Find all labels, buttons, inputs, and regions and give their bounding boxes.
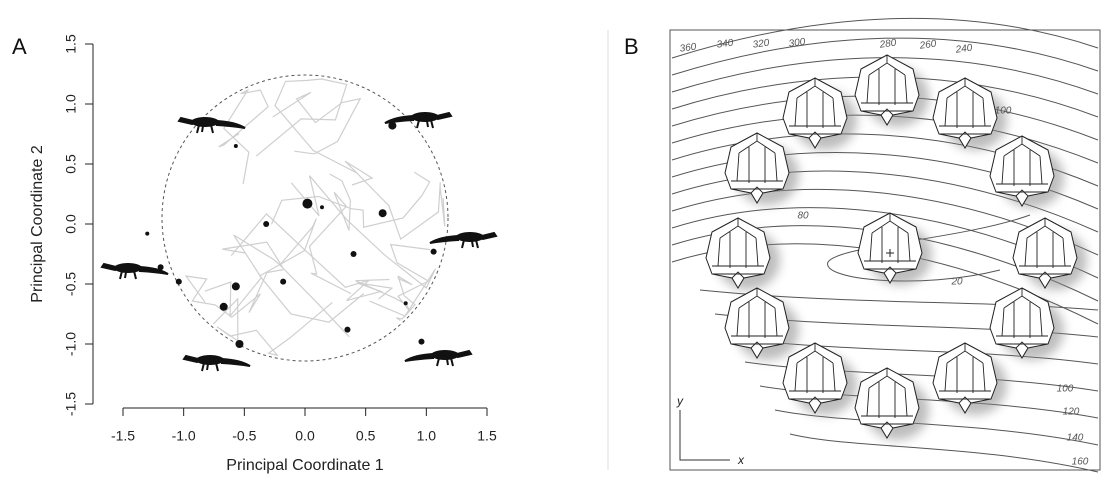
y-tick-label: 1.5 — [63, 34, 79, 54]
point — [145, 232, 149, 236]
point — [232, 282, 240, 290]
x-tick-label: 1.5 — [477, 428, 497, 444]
contour-label: 300 — [788, 36, 806, 49]
turtle-shell — [1013, 218, 1087, 290]
silhouette — [184, 355, 250, 371]
axes-glyph — [680, 410, 730, 460]
point — [235, 340, 243, 348]
turtle-shell — [990, 288, 1064, 360]
silhouette — [430, 232, 496, 248]
network-line — [345, 161, 445, 239]
point — [404, 301, 408, 305]
panel-label: A — [12, 34, 27, 59]
turtle-shell — [855, 55, 929, 127]
turtle-shell — [858, 213, 932, 285]
point — [344, 327, 350, 333]
contour-label: 240 — [954, 42, 973, 55]
contour-label: 320 — [752, 37, 770, 50]
x-tick-label: 0.5 — [356, 428, 376, 444]
point — [431, 249, 437, 255]
point — [234, 144, 238, 148]
panel-label: B — [624, 34, 639, 59]
contour-label: 160 — [1072, 457, 1089, 468]
network-line — [231, 214, 392, 301]
y-tick-label: 0.5 — [63, 154, 79, 174]
y-tick-label: -1.5 — [63, 392, 79, 416]
network-line — [219, 90, 268, 184]
contour-label: 120 — [1063, 407, 1080, 418]
y-axis-title: y — [676, 394, 684, 408]
y-tick-label: 0.0 — [63, 214, 79, 234]
contour-label: 360 — [679, 41, 697, 54]
contour-label: 260 — [918, 38, 937, 51]
turtle-shell — [725, 133, 799, 205]
figure: A -1.5 -1.0 -0.5 0.0 0.5 1.0 1.5 -1.5 -1.0 -0.5 0.0… — [0, 0, 1107, 481]
network-line — [356, 245, 431, 312]
turtle-shell — [725, 288, 799, 360]
y-tick-label: 1.0 — [63, 94, 79, 114]
network-line — [310, 174, 351, 294]
panel-a: A -1.5 -1.0 -0.5 0.0 0.5 1.0 1.5 -1.5 -1.0 -0.5 0.0… — [12, 34, 497, 474]
network-line — [273, 92, 361, 153]
point — [280, 279, 286, 285]
turtle-shell — [783, 78, 857, 150]
point — [302, 199, 312, 209]
turtle-shell — [855, 368, 929, 440]
point — [176, 279, 182, 285]
silhouette — [405, 350, 471, 366]
silhouette — [179, 117, 245, 133]
point — [158, 264, 164, 270]
network-line — [256, 79, 357, 173]
point — [379, 209, 387, 217]
point — [220, 303, 228, 311]
network-line — [214, 299, 333, 355]
y-tick-label: -1.0 — [63, 332, 79, 356]
contour-label: 280 — [878, 37, 897, 50]
point — [351, 251, 357, 257]
contour-label: 100 — [995, 106, 1012, 117]
point — [320, 205, 324, 209]
x-tick-label: -1.0 — [172, 428, 196, 444]
y-tick-label: -0.5 — [63, 272, 79, 296]
x-axis-title: x — [737, 453, 745, 467]
point — [388, 122, 396, 130]
y-axis-title: Principal Coordinate 2 — [29, 145, 46, 303]
turtle-shell — [706, 218, 780, 290]
contour-label: 80 — [797, 211, 809, 222]
x-tick-label: 1.0 — [417, 428, 437, 444]
x-axis-title: Principal Coordinate 1 — [226, 457, 384, 474]
point — [418, 339, 424, 345]
panel-b: B 360 340 320 300 280 260 240 100 80 20 100 120 140 16… — [608, 18, 1100, 472]
contour-line — [790, 434, 1098, 472]
network-line — [205, 235, 283, 316]
contour-label: 100 — [1057, 384, 1074, 395]
x-tick-label: 0.0 — [295, 428, 315, 444]
x-tick-label: -0.5 — [232, 428, 256, 444]
x-tick-label: -1.5 — [111, 428, 135, 444]
point — [263, 221, 269, 227]
turtle-shell — [933, 343, 1007, 415]
contour-label: 140 — [1067, 433, 1084, 444]
turtle-shell — [783, 343, 857, 415]
contour-label: 340 — [716, 37, 734, 50]
silhouette — [102, 263, 168, 279]
contour-label: 20 — [950, 277, 963, 288]
